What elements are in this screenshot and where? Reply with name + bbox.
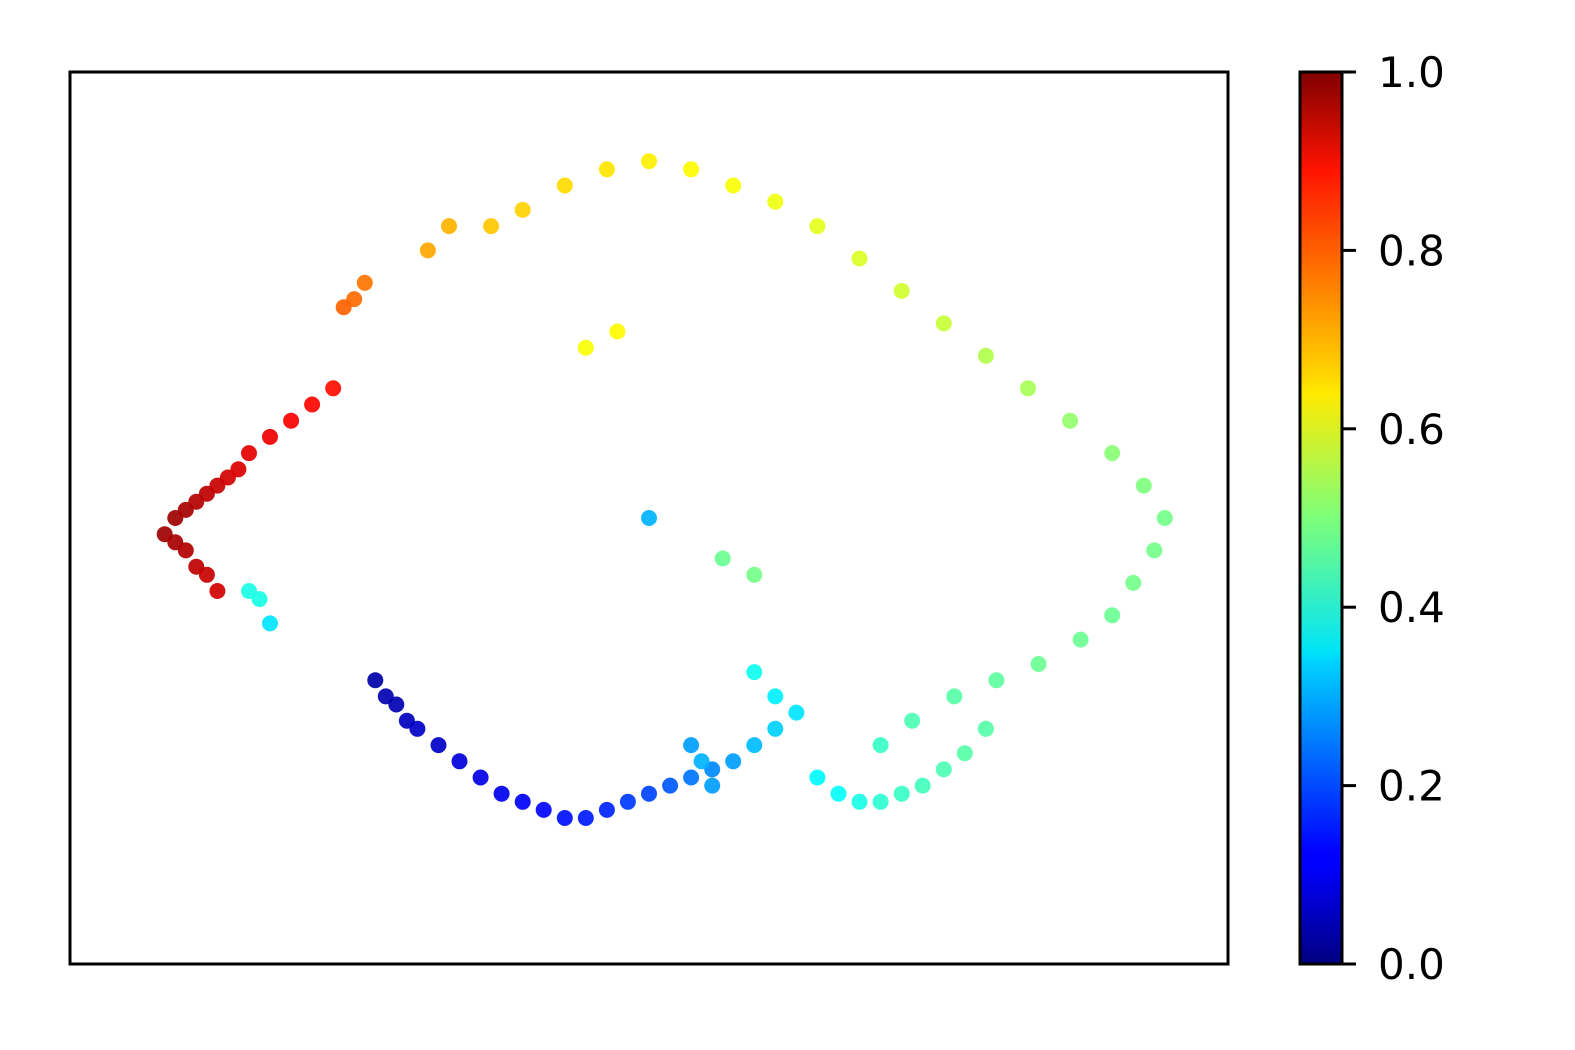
- data-point: [683, 769, 700, 786]
- data-point: [241, 445, 257, 462]
- data-point: [872, 737, 889, 754]
- data-point: [809, 218, 826, 235]
- data-point: [577, 810, 594, 826]
- data-point: [725, 753, 742, 770]
- data-point: [535, 801, 552, 818]
- data-point: [935, 761, 952, 778]
- data-point: [977, 720, 994, 737]
- data-point: [251, 591, 268, 608]
- data-point: [472, 769, 489, 786]
- scatter-points-layer: [156, 153, 1173, 826]
- data-point: [493, 785, 510, 802]
- data-point: [641, 153, 657, 170]
- plot-area-frame: [68, 70, 1230, 966]
- data-point: [335, 299, 352, 316]
- data-point: [683, 737, 700, 754]
- data-point: [1030, 656, 1047, 672]
- data-point: [598, 161, 615, 178]
- data-point: [419, 242, 436, 259]
- data-point: [1020, 380, 1036, 397]
- data-point: [230, 461, 247, 478]
- data-point: [641, 785, 657, 802]
- data-point: [177, 542, 194, 559]
- data-point: [830, 785, 847, 802]
- data-point: [198, 566, 215, 583]
- data-point: [304, 396, 321, 413]
- colorbar-tick-label: 0.8: [1378, 226, 1445, 275]
- data-point: [1135, 477, 1152, 494]
- colorbar-tick-label: 0.6: [1378, 405, 1445, 454]
- data-point: [483, 218, 500, 235]
- colorbar-tick-label: 0.2: [1378, 762, 1445, 811]
- data-point: [988, 672, 1005, 689]
- colorbar-tick-label: 1.0: [1378, 48, 1445, 97]
- data-point: [946, 688, 963, 705]
- data-point: [430, 737, 447, 754]
- data-point: [556, 177, 573, 194]
- data-point: [788, 704, 805, 721]
- data-point: [409, 720, 426, 737]
- data-point: [714, 550, 731, 567]
- data-point: [556, 810, 573, 826]
- data-point: [283, 412, 300, 429]
- data-point: [767, 688, 784, 705]
- data-point: [641, 510, 657, 526]
- data-point: [704, 777, 721, 794]
- data-point: [514, 201, 531, 218]
- data-point: [693, 753, 710, 770]
- data-point: [1062, 412, 1079, 429]
- data-point: [577, 339, 594, 356]
- data-point: [662, 777, 679, 794]
- data-point: [451, 753, 468, 770]
- data-point: [514, 793, 531, 810]
- data-point: [767, 193, 784, 210]
- data-point: [1072, 631, 1089, 648]
- data-point: [851, 793, 868, 810]
- data-point: [746, 664, 763, 681]
- data-point: [746, 566, 763, 583]
- colorbar-frame: [1298, 70, 1344, 966]
- data-point: [598, 801, 615, 818]
- data-point: [767, 720, 784, 737]
- colorbar-tick-label: 0.0: [1378, 940, 1445, 989]
- data-point: [893, 282, 910, 299]
- data-point: [367, 672, 384, 689]
- data-point: [977, 347, 994, 364]
- data-point: [441, 218, 457, 235]
- data-point: [1104, 445, 1121, 462]
- data-point: [356, 274, 373, 291]
- data-point: [262, 615, 278, 632]
- data-point: [609, 323, 626, 340]
- data-point: [914, 777, 931, 794]
- data-point: [872, 793, 889, 810]
- data-point: [209, 583, 226, 599]
- data-point: [956, 745, 973, 762]
- data-point: [1156, 510, 1173, 526]
- data-point: [809, 769, 826, 786]
- colorbar-tick-label: 0.4: [1378, 583, 1445, 632]
- data-point: [1104, 607, 1121, 624]
- colorbar-ticks: 0.0 0.2 0.4 0.6 0.8 1.0: [1342, 48, 1445, 989]
- data-point: [262, 428, 278, 445]
- data-point: [619, 793, 636, 810]
- data-point: [935, 315, 952, 332]
- data-point: [683, 161, 700, 178]
- data-point: [1125, 574, 1142, 591]
- data-point: [893, 785, 910, 802]
- data-point: [388, 696, 405, 713]
- data-point: [904, 712, 921, 729]
- data-point: [851, 250, 868, 267]
- data-point: [1146, 542, 1163, 559]
- data-point: [325, 380, 342, 397]
- data-point: [746, 737, 763, 754]
- colorbar-gradient: [1300, 72, 1342, 964]
- data-point: [725, 177, 742, 194]
